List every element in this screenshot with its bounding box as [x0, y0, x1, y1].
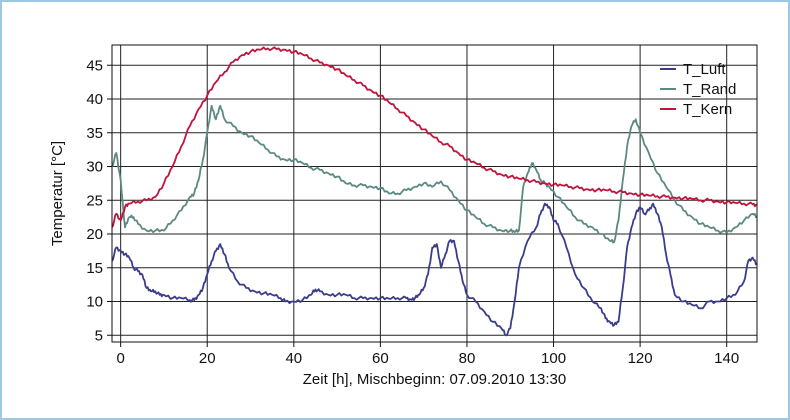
series-line-t-kern	[111, 46, 758, 228]
y-tick-label: 10	[86, 294, 103, 311]
x-tick-label: 60	[372, 350, 389, 367]
y-tick-label: 15	[86, 260, 103, 277]
x-tick-label: 140	[714, 350, 739, 367]
plot-area-border	[111, 44, 758, 343]
y-tick-label: 40	[86, 91, 103, 108]
y-tick-label: 25	[86, 192, 103, 209]
y-tick-label: 35	[86, 125, 103, 142]
legend-label-t-luft: T_Luft	[683, 61, 726, 78]
x-tick-label: 120	[628, 350, 653, 367]
y-tick-label: 20	[86, 226, 103, 243]
x-axis-label: Zeit [h], Mischbeginn: 07.09.2010 13:30	[303, 371, 567, 388]
y-tick-label: 30	[86, 159, 103, 176]
grid-lines	[112, 45, 757, 342]
y-tick-label: 45	[86, 57, 103, 74]
axis-ticks: 5 10 15 20 25 30 35 40 45 0 20 40 60 80 100 120 140	[86, 57, 739, 367]
legend-label-t-rand: T_Rand	[683, 81, 736, 98]
x-tick-label: 80	[459, 350, 476, 367]
y-tick-label: 5	[95, 327, 103, 344]
series-lines	[111, 46, 758, 337]
legend-label-t-kern: T_Kern	[683, 101, 732, 118]
y-axis-label: Temperatur [°C]	[49, 141, 66, 246]
legend: T_Luft T_Rand T_Kern	[660, 61, 736, 118]
x-tick-label: 100	[541, 350, 566, 367]
series-line-t-rand	[111, 104, 757, 244]
x-tick-label: 20	[199, 350, 216, 367]
x-tick-label: 40	[285, 350, 302, 367]
series-line-t-luft	[111, 202, 758, 337]
x-tick-label: 0	[116, 350, 124, 367]
